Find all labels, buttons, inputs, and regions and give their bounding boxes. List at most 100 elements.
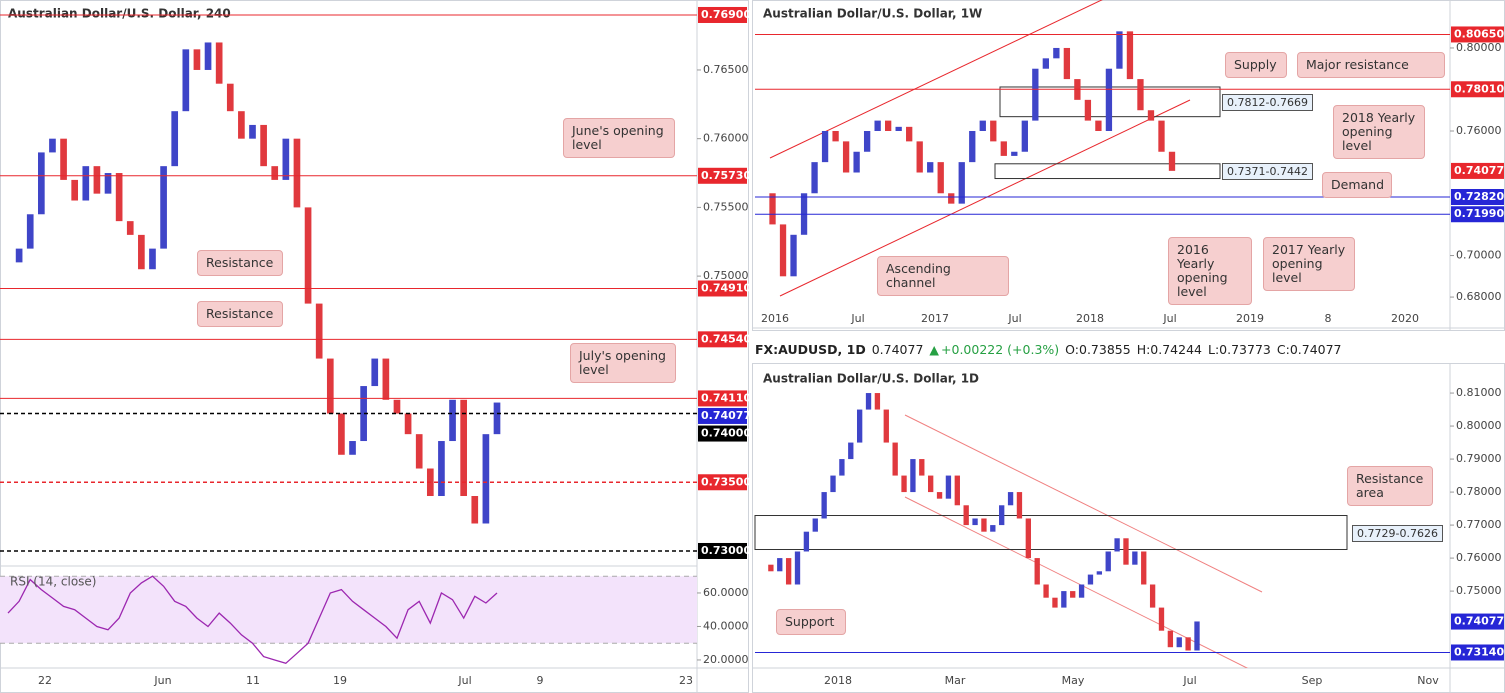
candle (892, 442, 898, 476)
y-tick-label: 0.76000 (1456, 124, 1502, 137)
candle (115, 173, 123, 222)
price-label-box (1451, 189, 1504, 206)
candle (60, 138, 67, 180)
x-tick-label: 23 (679, 674, 693, 687)
x-tick-label: 9 (537, 674, 544, 687)
price-label: 0.80650 (1454, 27, 1504, 40)
candle (238, 111, 245, 139)
candle (493, 402, 501, 435)
candle (874, 393, 881, 410)
price-label-box (1451, 644, 1504, 661)
candle (821, 492, 827, 519)
x-tick-label: Sep (1302, 674, 1323, 687)
candle (910, 459, 916, 493)
candle (981, 518, 987, 532)
candle (349, 441, 356, 455)
candle (1034, 558, 1040, 585)
candle (1116, 31, 1123, 69)
candles (15, 42, 501, 524)
candle (958, 162, 965, 204)
candle (38, 152, 45, 215)
candle (1016, 492, 1023, 519)
candle (990, 120, 997, 142)
candle (785, 558, 792, 585)
price-label: 0.71990 (1454, 207, 1504, 220)
price-label: 0.74110 (701, 391, 751, 404)
candle (999, 505, 1005, 526)
candle (832, 130, 839, 142)
candle (1011, 151, 1018, 156)
candle (811, 162, 818, 194)
candle (93, 166, 101, 194)
candle (895, 126, 902, 131)
high: H:0.74244 (1136, 342, 1202, 357)
candle (360, 386, 367, 442)
price-label-box (1451, 81, 1504, 98)
candle (160, 166, 167, 249)
candle (1025, 518, 1031, 559)
callout: Resistance (197, 301, 283, 327)
candle (482, 434, 490, 524)
candle (1063, 47, 1071, 80)
candle (104, 173, 112, 194)
candle (382, 358, 390, 400)
candle (1078, 584, 1085, 598)
candle (1167, 630, 1174, 648)
price-label-box (698, 407, 747, 424)
candle (138, 234, 145, 270)
price-label: 0.74077 (1454, 164, 1504, 177)
candle (1126, 31, 1134, 80)
candle (1123, 538, 1129, 565)
y-tick-label: 0.75000 (1456, 584, 1502, 597)
price-label: 0.76900 (701, 8, 751, 21)
price-label-box (698, 6, 747, 23)
candle (1132, 551, 1138, 565)
candle (1032, 68, 1039, 121)
x-tick-label: Jul (457, 674, 471, 687)
price-label-box (1451, 162, 1504, 179)
candle (15, 248, 23, 263)
candle (415, 434, 423, 469)
candle (1021, 120, 1028, 152)
callout: Major resistance (1297, 52, 1445, 78)
price-label-box (1451, 26, 1504, 43)
candle (1087, 574, 1094, 585)
candle (293, 138, 301, 208)
callout: Resistance area (1347, 466, 1433, 506)
candle (204, 42, 212, 70)
candle (842, 141, 850, 173)
channel-line (779, 99, 1191, 297)
price-label-box (1451, 613, 1504, 630)
price-label-box (698, 167, 747, 184)
candle (1158, 607, 1165, 631)
candle (901, 475, 907, 493)
candle (948, 193, 955, 204)
symbol-bar: FX:AUDUSD, 1D 0.74077 ▲ +0.00222 (+0.3%) O:0… (755, 342, 1348, 357)
candle (260, 124, 267, 167)
candle (1043, 584, 1049, 598)
candle (1061, 591, 1067, 608)
symbol: FX:AUDUSD, 1D (755, 342, 866, 357)
candle (1095, 120, 1102, 131)
candles (768, 393, 1200, 651)
y-tick-label: 0.76500 (703, 63, 749, 76)
candle (1149, 584, 1156, 608)
candle (149, 248, 156, 270)
candle (1000, 141, 1007, 156)
candle (969, 130, 976, 163)
candle (979, 120, 986, 131)
candle (963, 505, 969, 526)
callout: 2016 Yearly opening level (1168, 237, 1252, 305)
candle (769, 193, 776, 225)
y-tick-label: 0.77000 (1456, 518, 1502, 531)
candle (906, 126, 913, 142)
y-tick-label: 0.80000 (1456, 41, 1502, 54)
candle (326, 358, 334, 414)
candle (438, 441, 445, 497)
open: O:0.73855 (1065, 342, 1131, 357)
candle (460, 399, 467, 497)
candle (803, 531, 810, 552)
price-label: 0.73140 (1454, 645, 1504, 658)
x-tick-label: 19 (333, 674, 347, 687)
x-tick-label: 8 (1325, 312, 1332, 325)
